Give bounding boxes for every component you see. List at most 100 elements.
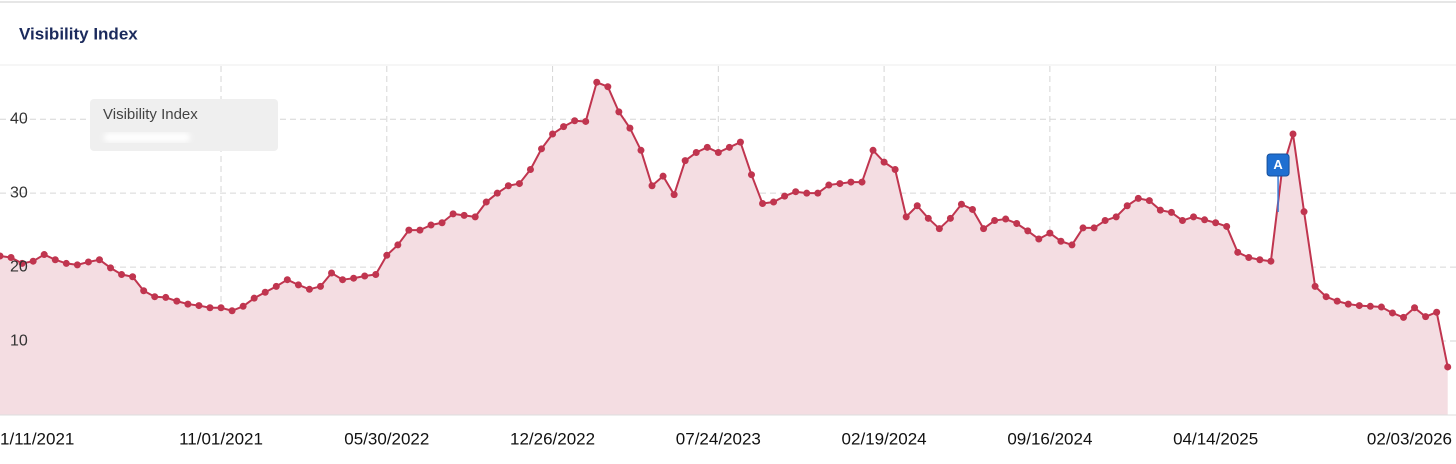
data-point xyxy=(173,297,181,305)
data-point xyxy=(582,117,590,125)
x-tick-label: 09/16/2024 xyxy=(1007,429,1092,448)
data-point xyxy=(1400,313,1408,321)
data-point xyxy=(184,300,192,308)
data-point xyxy=(946,214,954,222)
data-point xyxy=(1411,304,1419,312)
data-point xyxy=(604,83,612,91)
x-tick-label: 05/30/2022 xyxy=(344,429,429,448)
data-point xyxy=(195,302,203,310)
data-point xyxy=(515,180,523,188)
data-point xyxy=(1344,300,1352,308)
data-point xyxy=(1123,202,1131,210)
y-tick-label: 30 xyxy=(10,184,28,201)
y-tick-label: 40 xyxy=(10,110,28,127)
data-point xyxy=(29,257,37,265)
data-point xyxy=(1101,217,1109,225)
data-point xyxy=(151,293,159,301)
data-point xyxy=(1212,219,1220,227)
data-point xyxy=(560,123,568,131)
chart-title: Visibility Index xyxy=(19,24,138,43)
data-point xyxy=(924,214,932,222)
data-point xyxy=(1388,309,1396,317)
data-point xyxy=(438,219,446,227)
data-point xyxy=(84,258,92,266)
data-point xyxy=(1311,282,1319,290)
data-point xyxy=(1090,224,1098,232)
data-point xyxy=(980,225,988,233)
data-point xyxy=(637,146,645,154)
data-point xyxy=(1333,297,1341,305)
data-point xyxy=(1134,194,1142,202)
data-point xyxy=(261,288,269,296)
data-point xyxy=(1167,208,1175,216)
data-point xyxy=(1002,215,1010,223)
data-point xyxy=(836,180,844,188)
data-point xyxy=(571,117,579,125)
data-point xyxy=(482,198,490,206)
data-point xyxy=(1422,313,1430,321)
data-point xyxy=(725,143,733,151)
data-point xyxy=(405,226,413,234)
data-point xyxy=(73,261,81,269)
data-point xyxy=(847,178,855,186)
data-point xyxy=(1068,241,1076,249)
data-point xyxy=(162,293,170,301)
area-fill xyxy=(0,82,1448,415)
data-point xyxy=(1289,130,1297,138)
data-point xyxy=(504,182,512,190)
annotation-marker xyxy=(1266,153,1290,177)
data-point xyxy=(1322,293,1330,301)
data-point xyxy=(18,259,26,267)
data-point xyxy=(969,205,977,213)
data-point xyxy=(294,281,302,289)
data-point xyxy=(239,302,247,310)
data-point xyxy=(1057,237,1065,245)
data-point xyxy=(1145,197,1153,205)
data-point xyxy=(1024,227,1032,235)
data-point xyxy=(1156,206,1164,214)
data-point xyxy=(1046,229,1054,237)
data-point xyxy=(107,264,115,272)
data-point xyxy=(305,285,313,293)
data-point xyxy=(814,189,822,197)
data-point xyxy=(1355,302,1363,310)
data-point xyxy=(62,259,70,267)
data-point xyxy=(759,200,767,208)
data-point xyxy=(460,211,468,219)
data-point xyxy=(880,158,888,166)
x-tick-label: 02/03/2026 xyxy=(1367,429,1452,448)
data-point xyxy=(869,146,877,154)
data-point xyxy=(1256,256,1264,264)
x-tick-label: 02/19/2024 xyxy=(842,429,927,448)
data-point xyxy=(394,241,402,249)
data-point xyxy=(681,157,689,165)
data-point xyxy=(626,124,634,132)
data-point xyxy=(1190,213,1198,221)
data-point xyxy=(416,226,424,234)
data-point xyxy=(1366,302,1374,310)
data-point xyxy=(1267,257,1275,265)
data-point xyxy=(328,269,336,277)
data-point xyxy=(770,198,778,206)
data-point xyxy=(95,256,103,264)
data-point xyxy=(40,251,48,259)
data-point xyxy=(228,307,236,315)
data-point xyxy=(1112,213,1120,221)
data-point xyxy=(891,166,899,174)
data-point xyxy=(1178,217,1186,225)
data-point xyxy=(493,189,501,197)
data-point xyxy=(7,254,15,262)
data-point xyxy=(957,200,965,208)
data-point xyxy=(803,189,811,197)
data-point xyxy=(1433,308,1441,316)
data-point xyxy=(659,172,667,180)
data-point xyxy=(670,191,678,199)
data-point xyxy=(250,294,258,302)
annotation-label: A xyxy=(1273,157,1283,172)
data-point xyxy=(350,274,358,282)
data-point xyxy=(825,181,833,189)
data-point xyxy=(1223,222,1231,230)
data-point xyxy=(593,78,601,86)
data-point xyxy=(272,282,280,290)
